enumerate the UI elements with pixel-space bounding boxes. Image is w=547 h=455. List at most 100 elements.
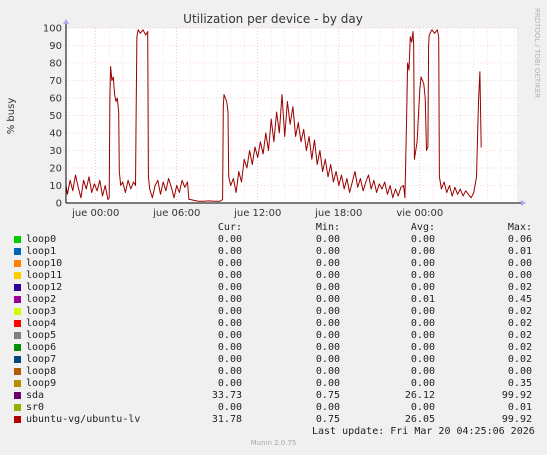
x-axis-arrow-icon bbox=[521, 200, 526, 206]
x-tick-label: jue 12:00 bbox=[233, 208, 281, 219]
legend-max: 0.00 bbox=[507, 270, 532, 281]
legend-min: 0.00 bbox=[315, 366, 340, 377]
legend-name: loop3 bbox=[26, 306, 57, 317]
legend-min: 0.00 bbox=[315, 306, 340, 317]
legend-max: 0.02 bbox=[507, 306, 532, 317]
legend-swatch bbox=[14, 368, 21, 375]
legend-name: loop8 bbox=[26, 366, 57, 377]
x-tick-label: jue 18:00 bbox=[314, 208, 362, 219]
legend-cur: 0.00 bbox=[217, 270, 242, 281]
legend-max: 0.35 bbox=[507, 378, 532, 389]
legend-swatch bbox=[14, 416, 21, 423]
last-update: Last update: Fri Mar 20 04:25:06 2026 bbox=[312, 426, 535, 437]
legend-swatch bbox=[14, 332, 21, 339]
legend-max: 0.02 bbox=[507, 318, 532, 329]
legend-max: 0.02 bbox=[507, 330, 532, 341]
legend-cur: 0.00 bbox=[217, 330, 242, 341]
legend-name: loop12 bbox=[26, 282, 63, 293]
legend-avg: 0.00 bbox=[410, 258, 435, 269]
legend-avg: 0.00 bbox=[410, 330, 435, 341]
legend-name: loop0 bbox=[26, 234, 57, 245]
y-tick-label: 50 bbox=[49, 111, 62, 122]
legend-min: 0.00 bbox=[315, 378, 340, 389]
y-tick-labels: 0 10 20 30 40 50 60 70 80 90 100 bbox=[43, 24, 62, 210]
legend-max: 0.02 bbox=[507, 342, 532, 353]
y-axis-label: % busy bbox=[6, 98, 17, 135]
legend-row: loop0 0.00 0.00 0.00 0.06 bbox=[12, 234, 534, 246]
legend-header: Cur: Min: Avg: Max: bbox=[12, 222, 534, 234]
legend-rows: loop0 0.00 0.00 0.00 0.06 loop1 0.00 0.00 0.00 0.… bbox=[12, 234, 534, 426]
y-tick-label: 20 bbox=[49, 164, 62, 175]
legend-row: loop3 0.00 0.00 0.00 0.02 bbox=[12, 306, 534, 318]
legend-row: loop11 0.00 0.00 0.00 0.00 bbox=[12, 270, 534, 282]
legend-swatch bbox=[14, 320, 21, 327]
legend-avg: 0.00 bbox=[410, 402, 435, 413]
rrdtool-watermark: RRDTOOL / TOBI OETIKER bbox=[533, 8, 541, 98]
legend-avg: 26.12 bbox=[404, 390, 435, 401]
legend-avg: 26.05 bbox=[404, 414, 435, 425]
series-layer bbox=[65, 29, 482, 202]
legend-min: 0.00 bbox=[315, 342, 340, 353]
legend-swatch bbox=[14, 404, 21, 411]
legend-min: 0.00 bbox=[315, 270, 340, 281]
legend-cur: 0.00 bbox=[217, 378, 242, 389]
legend-swatch bbox=[14, 392, 21, 399]
y-tick-label: 60 bbox=[49, 94, 62, 105]
y-tick-label: 30 bbox=[49, 146, 62, 157]
legend-cur: 0.00 bbox=[217, 318, 242, 329]
legend-max: 0.02 bbox=[507, 354, 532, 365]
legend-max: 0.01 bbox=[507, 246, 532, 257]
legend-avg: 0.00 bbox=[410, 282, 435, 293]
legend-cur: 33.73 bbox=[211, 390, 242, 401]
legend-swatch bbox=[14, 356, 21, 363]
legend-min: 0.00 bbox=[315, 294, 340, 305]
legend-row: loop6 0.00 0.00 0.00 0.02 bbox=[12, 342, 534, 354]
y-tick-label: 80 bbox=[49, 59, 62, 70]
header-cur: Cur: bbox=[217, 222, 242, 233]
legend-name: loop2 bbox=[26, 294, 57, 305]
legend-avg: 0.00 bbox=[410, 306, 435, 317]
legend-name: loop6 bbox=[26, 342, 57, 353]
legend-row: sr0 0.00 0.00 0.00 0.01 bbox=[12, 402, 534, 414]
legend-max: 0.00 bbox=[507, 258, 532, 269]
chart-title: Utilization per device - by day bbox=[183, 12, 363, 26]
legend-swatch bbox=[14, 344, 21, 351]
legend-swatch bbox=[14, 260, 21, 267]
legend-min: 0.00 bbox=[315, 258, 340, 269]
legend-cur: 0.00 bbox=[217, 402, 242, 413]
legend-name: loop1 bbox=[26, 246, 57, 257]
legend-cur: 0.00 bbox=[217, 282, 242, 293]
legend-avg: 0.00 bbox=[410, 342, 435, 353]
legend-max: 0.02 bbox=[507, 282, 532, 293]
legend-max: 0.06 bbox=[507, 234, 532, 245]
legend-avg: 0.00 bbox=[410, 366, 435, 377]
legend-swatch bbox=[14, 284, 21, 291]
legend-cur: 0.00 bbox=[217, 366, 242, 377]
legend-name: ubuntu-vg/ubuntu-lv bbox=[26, 414, 141, 425]
legend: Cur: Min: Avg: Max: loop0 0.00 0.00 0.00 0.0… bbox=[12, 222, 534, 426]
legend-min: 0.00 bbox=[315, 282, 340, 293]
legend-avg: 0.00 bbox=[410, 354, 435, 365]
x-tick-label: vie 00:00 bbox=[396, 208, 443, 219]
munin-version: Munin 2.0.75 bbox=[250, 439, 297, 447]
legend-name: loop10 bbox=[26, 258, 63, 269]
legend-min: 0.75 bbox=[315, 414, 340, 425]
legend-swatch bbox=[14, 272, 21, 279]
legend-min: 0.00 bbox=[315, 402, 340, 413]
chart: 0 10 20 30 40 50 60 70 80 90 100 jue 00:00 jue 06:0… bbox=[0, 0, 547, 220]
legend-name: loop7 bbox=[26, 354, 57, 365]
legend-max: 0.45 bbox=[507, 294, 532, 305]
legend-row: loop12 0.00 0.00 0.00 0.02 bbox=[12, 282, 534, 294]
legend-name: loop4 bbox=[26, 318, 57, 329]
legend-avg: 0.00 bbox=[410, 318, 435, 329]
legend-row: loop1 0.00 0.00 0.00 0.01 bbox=[12, 246, 534, 258]
legend-name: sda bbox=[26, 390, 45, 401]
legend-avg: 0.00 bbox=[410, 378, 435, 389]
legend-row: loop2 0.00 0.00 0.01 0.45 bbox=[12, 294, 534, 306]
legend-swatch bbox=[14, 236, 21, 243]
legend-min: 0.75 bbox=[315, 390, 340, 401]
legend-cur: 0.00 bbox=[217, 354, 242, 365]
legend-name: loop9 bbox=[26, 378, 57, 389]
legend-cur: 0.00 bbox=[217, 342, 242, 353]
header-min: Min: bbox=[315, 222, 340, 233]
